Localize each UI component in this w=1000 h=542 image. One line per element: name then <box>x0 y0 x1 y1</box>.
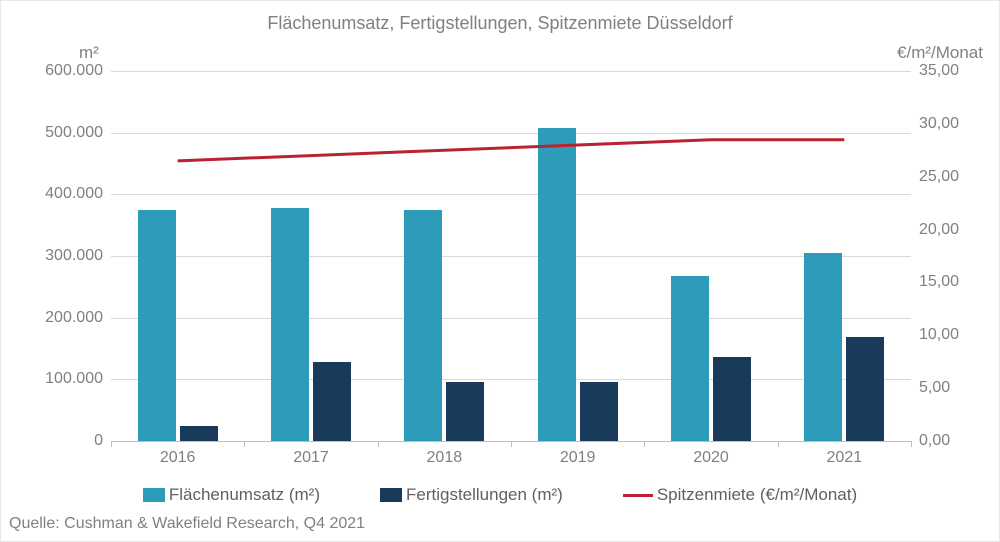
y1-axis-title: m² <box>79 43 99 63</box>
y2-tick-label: 30,00 <box>919 115 959 133</box>
legend-item-fertig: Fertigstellungen (m²) <box>380 485 563 505</box>
x-tick-label: 2020 <box>693 449 729 467</box>
x-tick <box>778 441 779 447</box>
x-tick-label: 2021 <box>827 449 863 467</box>
legend: Flächenumsatz (m²) Fertigstellungen (m²)… <box>1 485 999 505</box>
y2-tick-label: 25,00 <box>919 168 959 186</box>
y2-tick-label: 15,00 <box>919 273 959 291</box>
y1-tick-label: 200.000 <box>45 309 103 327</box>
y1-tick-label: 500.000 <box>45 124 103 142</box>
y2-tick-label: 35,00 <box>919 62 959 80</box>
x-tick <box>111 441 112 447</box>
x-tick <box>511 441 512 447</box>
y1-tick-label: 0 <box>94 432 103 450</box>
y1-tick-label: 600.000 <box>45 62 103 80</box>
source-text: Quelle: Cushman & Wakefield Research, Q4… <box>9 515 365 533</box>
line-series <box>111 71 911 441</box>
legend-label: Fertigstellungen (m²) <box>406 485 563 505</box>
legend-label: Spitzenmiete (€/m²/Monat) <box>657 485 857 505</box>
y1-tick-label: 300.000 <box>45 247 103 265</box>
legend-item-miete: Spitzenmiete (€/m²/Monat) <box>623 485 857 505</box>
y2-tick-label: 10,00 <box>919 326 959 344</box>
x-tick <box>644 441 645 447</box>
legend-swatch-line <box>623 494 653 497</box>
y2-axis-title: €/m²/Monat <box>897 43 983 63</box>
chart-title: Flächenumsatz, Fertigstellungen, Spitzen… <box>1 1 999 34</box>
x-tick-label: 2018 <box>427 449 463 467</box>
x-tick <box>378 441 379 447</box>
y1-tick-label: 400.000 <box>45 185 103 203</box>
x-tick <box>244 441 245 447</box>
legend-item-umsatz: Flächenumsatz (m²) <box>143 485 320 505</box>
y2-tick-label: 0,00 <box>919 432 950 450</box>
x-tick-label: 2019 <box>560 449 596 467</box>
y2-tick-label: 20,00 <box>919 221 959 239</box>
x-tick <box>911 441 912 447</box>
legend-label: Flächenumsatz (m²) <box>169 485 320 505</box>
x-tick-label: 2017 <box>293 449 329 467</box>
x-tick-label: 2016 <box>160 449 196 467</box>
legend-swatch <box>380 488 402 502</box>
y2-tick-label: 5,00 <box>919 379 950 397</box>
legend-swatch <box>143 488 165 502</box>
y1-tick-label: 100.000 <box>45 370 103 388</box>
plot-area: 0100.000200.000300.000400.000500.000600.… <box>111 71 911 441</box>
